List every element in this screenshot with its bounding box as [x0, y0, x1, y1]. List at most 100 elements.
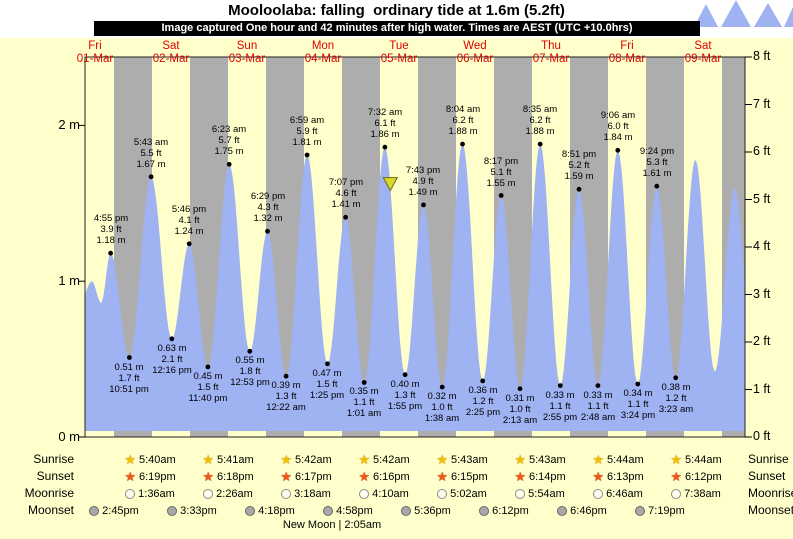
sunset-time: ★ 6:15pm	[436, 469, 488, 484]
sunset-star-icon: ★	[514, 469, 526, 484]
moonset-icon	[557, 505, 568, 516]
sunrise-star-icon: ★	[280, 452, 292, 467]
sunrise-time: ★ 5:41am	[202, 452, 254, 467]
moonrise-time: 5:54am	[500, 486, 580, 501]
moonrise-icon	[281, 488, 292, 499]
sunset-time: ★ 6:12pm	[670, 469, 722, 484]
day-label: Mon 04-Mar	[304, 40, 342, 65]
tide-extreme-dot	[382, 144, 388, 150]
moonrise-icon	[593, 488, 604, 499]
tide-extreme-dot	[498, 193, 504, 198]
tide-extreme-dot	[304, 152, 310, 158]
sunrise-time: ★ 5:44am	[670, 452, 722, 467]
sunset-star-icon: ★	[358, 469, 370, 484]
current-time-marker	[382, 177, 399, 192]
tide-extreme-dot	[576, 186, 582, 192]
tide-low-label: 0.39 m 1.3 ft 12:22 am	[266, 380, 306, 413]
y-axis-label-ft: 1 ft	[753, 382, 771, 396]
tide-extreme-dot	[247, 348, 253, 354]
moonrise-time: 2:26am	[188, 486, 268, 501]
tide-low-label: 0.33 m 1.1 ft 2:48 am	[580, 390, 616, 423]
moonset-icon	[245, 505, 256, 516]
day-label: Wed 06-Mar	[456, 40, 494, 65]
tide-low-label: 0.51 m 1.7 ft 10:51 pm	[109, 362, 149, 395]
moonset-icon	[89, 505, 100, 516]
moonset-icon	[635, 505, 646, 516]
new-moon-label: New Moon | 2:05am	[282, 519, 382, 531]
sunrise-star-icon: ★	[436, 452, 448, 467]
tide-low-label: 0.55 m 1.8 ft 12:53 pm	[230, 355, 270, 388]
tide-high-label: 7:32 am 6.1 ft 1.86 m	[367, 107, 403, 140]
tide-low-label: 0.35 m 1.1 ft 1:01 am	[346, 386, 382, 419]
moonrise-icon	[671, 488, 682, 499]
tide-low-label: 0.33 m 1.1 ft 2:55 pm	[542, 390, 578, 423]
y-axis-label-m: 1 m	[58, 273, 80, 288]
tide-high-label: 4:55 pm 3.9 ft 1.18 m	[93, 213, 129, 246]
tide-high-label: 6:23 am 5.7 ft 1.75 m	[211, 124, 247, 157]
y-axis-label-ft: 6 ft	[753, 144, 771, 158]
moonset-label-right: Moonset	[748, 503, 793, 517]
tide-extreme-dot	[343, 214, 348, 220]
tide-low-label: 0.38 m 1.2 ft 3:23 am	[658, 382, 694, 415]
tide-extreme-dot	[615, 147, 621, 153]
moonset-time: 5:36pm	[386, 503, 466, 518]
sunrise-star-icon: ★	[124, 452, 136, 467]
sunrise-star-icon: ★	[358, 452, 370, 467]
y-axis-label-m: 2 m	[58, 117, 80, 132]
tide-high-label: 7:07 pm 4.6 ft 1.41 m	[328, 177, 364, 210]
tide-high-label: 6:29 pm 4.3 ft 1.32 m	[250, 191, 286, 224]
sunset-time: ★ 6:18pm	[202, 469, 254, 484]
tide-extreme-dot	[205, 364, 211, 370]
tide-extreme-dot	[361, 380, 367, 385]
tide-area	[85, 144, 745, 431]
sunset-label-right: Sunset	[748, 469, 786, 483]
tide-extreme-dot	[186, 241, 192, 247]
moonrise-time: 6:46am	[578, 486, 658, 501]
tide-low-label: 0.40 m 1.3 ft 1:55 pm	[387, 379, 423, 412]
sunrise-label-right: Sunrise	[748, 452, 789, 466]
sunset-star-icon: ★	[592, 469, 604, 484]
tide-high-label: 8:35 am 6.2 ft 1.88 m	[522, 104, 558, 137]
moonrise-icon	[359, 488, 370, 499]
tide-extreme-dot	[148, 174, 154, 180]
moonrise-icon	[203, 488, 214, 499]
sunset-star-icon: ★	[670, 469, 682, 484]
moonrise-icon	[125, 488, 136, 499]
tide-extreme-dot	[265, 228, 270, 234]
tide-high-label: 9:06 am 6.0 ft 1.84 m	[600, 110, 636, 143]
moonset-icon	[167, 505, 178, 516]
tide-extreme-dot	[673, 375, 679, 381]
moonrise-icon	[437, 488, 448, 499]
moonrise-time: 3:18am	[266, 486, 346, 501]
moonset-label-left: Moonset	[27, 503, 74, 517]
day-label: Thu 07-Mar	[532, 40, 570, 65]
moonset-time: 2:45pm	[74, 503, 154, 518]
tide-extreme-dot	[421, 202, 426, 208]
sunrise-time: ★ 5:40am	[124, 452, 176, 467]
tide-low-label: 0.32 m 1.0 ft 1:38 am	[424, 391, 460, 424]
sunrise-time: ★ 5:44am	[592, 452, 644, 467]
sunset-star-icon: ★	[202, 469, 214, 484]
day-label: Sat 09-Mar	[684, 40, 722, 65]
tide-high-label: 8:04 am 6.2 ft 1.88 m	[445, 104, 481, 137]
sunset-star-icon: ★	[436, 469, 448, 484]
moonrise-time: 7:38am	[656, 486, 736, 501]
moonrise-time: 4:10am	[344, 486, 424, 501]
sunset-time: ★ 6:19pm	[124, 469, 176, 484]
sunset-star-icon: ★	[280, 469, 292, 484]
y-axis-label-ft: 2 ft	[753, 334, 771, 348]
sunrise-star-icon: ★	[670, 452, 682, 467]
tide-extreme-dot	[480, 378, 486, 384]
tide-high-label: 9:24 pm 5.3 ft 1.61 m	[639, 146, 675, 179]
sunrise-star-icon: ★	[514, 452, 526, 467]
sunset-time: ★ 6:17pm	[280, 469, 332, 484]
sunrise-time: ★ 5:42am	[280, 452, 332, 467]
tide-extreme-dot	[226, 161, 232, 167]
tide-extreme-dot	[460, 141, 465, 147]
day-label: Fri 01-Mar	[76, 40, 114, 65]
tide-extreme-dot	[635, 381, 641, 387]
capture-banner: Image captured One hour and 42 minutes a…	[94, 21, 700, 36]
moonrise-label-right: Moonrise	[748, 486, 793, 500]
